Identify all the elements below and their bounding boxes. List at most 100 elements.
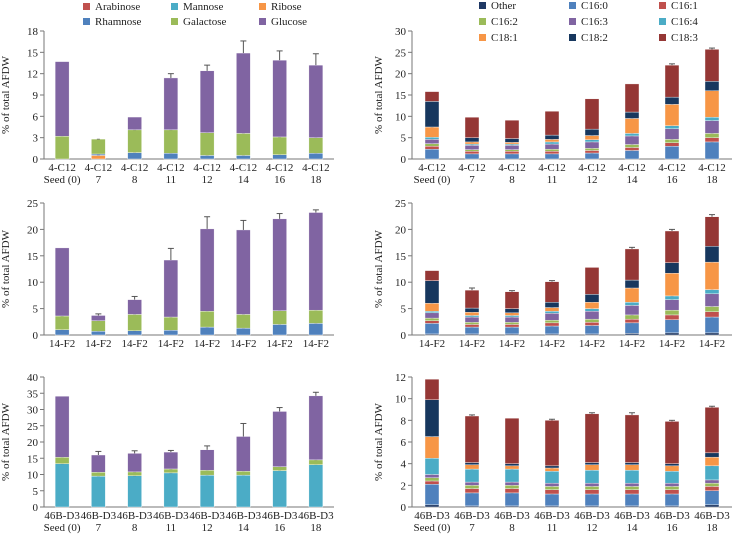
y-axis-label: % of total AFDW: [373, 229, 385, 308]
x-strain-label: 46B-D3: [117, 510, 153, 522]
x-day-label: 7: [469, 174, 475, 186]
bar-segment-c16-2: [664, 309, 680, 316]
bar-segment-c18-1: [664, 465, 680, 472]
bar-segment-c18-2: [624, 279, 640, 289]
y-tick-label: 0: [33, 154, 39, 166]
bar-segment-glucose: [54, 61, 70, 137]
y-tick-label: 10: [395, 277, 407, 289]
bar-segment-glucose: [163, 259, 179, 318]
bar-segment-c16-0: [704, 141, 720, 160]
chart-panel-left-middle: 0 5 10 15 20 25 % of total AFDW 14-F2 14-F2 14-F2…: [0, 198, 334, 350]
bar-segment-c18-2: [504, 308, 520, 314]
bar-segment-c18-3: [544, 281, 560, 303]
bar-segment-c18-2: [624, 462, 640, 465]
bar-segment-c18-1: [624, 118, 640, 134]
bar-segment-other: [704, 332, 720, 336]
bar-segment-c16-0: [704, 316, 720, 334]
bar-segment-c18-3: [624, 83, 640, 113]
legend-label: Rhamnose: [95, 16, 142, 28]
y-tick-label: 5: [33, 486, 39, 498]
bar-segment-c16-4: [544, 311, 560, 314]
bar-segment-rhamnose: [272, 154, 287, 160]
legend-label: Other: [491, 0, 516, 12]
bar-segment-c16-1: [664, 142, 680, 147]
y-axis-label: % of total AFDW: [373, 402, 385, 481]
bar-segment-c18-1: [664, 273, 680, 297]
bar-segment-c16-3: [704, 120, 720, 134]
x-strain-label: 4-C12: [498, 162, 526, 174]
y-tick-label: 20: [395, 69, 407, 81]
y-tick-label: 0: [33, 502, 39, 514]
y-tick-label: 5: [401, 133, 407, 145]
y-tick-label: 30: [27, 405, 39, 417]
x-day-label: 16: [667, 522, 679, 534]
bar-segment-c18-3: [464, 289, 480, 309]
x-day-label: 16: [667, 174, 679, 186]
x-day-label: 8: [509, 174, 515, 186]
y-tick-label: 30: [395, 26, 407, 38]
y-tick-label: 10: [395, 394, 407, 406]
bar-segment-c16-3: [464, 145, 480, 150]
bar-segment-c16-2: [544, 320, 560, 324]
y-tick-label: 5: [401, 304, 407, 316]
bar-segment-glucose: [236, 229, 251, 315]
bar-segment-c16-0: [624, 493, 640, 507]
bar-segment-c18-3: [544, 111, 560, 136]
bar-segment-c16-2: [544, 148, 560, 152]
chart-panel-right-middle: 0 5 10 15 20 25 % of total AFDW 14-F2 14-F2 14-F2…: [373, 198, 732, 350]
bar-segment-mannose: [272, 470, 287, 508]
bar-segment-c18-2: [544, 134, 560, 140]
bar-segment-c16-2: [624, 486, 640, 490]
bar-segment-rhamnose: [163, 153, 179, 160]
bar-segment-c16-3: [584, 311, 600, 320]
legend-label: Ribose: [271, 1, 302, 13]
bar-segment-c16-1: [424, 320, 440, 324]
bar-segment-c16-4: [464, 468, 480, 483]
bar-segment-c16-1: [504, 151, 520, 155]
legend-swatch: [659, 18, 666, 25]
bar-segment-c18-3: [584, 267, 600, 295]
x-day-label: 18: [707, 522, 719, 534]
x-strain-label: 4-C12: [302, 162, 330, 174]
legend-label: C16:3: [581, 16, 608, 28]
bar-segment-galactose: [308, 459, 324, 465]
bar-segment-mannose: [308, 464, 324, 508]
x-day-label: Seed (0): [414, 522, 451, 534]
x-strain-label: 46B-D3: [414, 510, 450, 522]
x-strain-label: 4-C12: [48, 162, 76, 174]
x-day-label: 11: [166, 174, 177, 186]
bar-segment-c16-3: [464, 316, 480, 323]
legend-swatch: [569, 34, 576, 41]
bar-segment-c16-0: [544, 153, 560, 160]
bar-segment-c16-2: [624, 144, 640, 148]
bar-segment-c16-3: [544, 482, 560, 487]
bar-segment-galactose: [54, 457, 70, 464]
bar-segment-c16-4: [424, 458, 440, 475]
bar-segment-c16-0: [464, 153, 480, 160]
legend-swatch: [259, 18, 266, 25]
bar-segment-c16-2: [544, 486, 560, 490]
bar-segment-glucose: [272, 59, 287, 138]
x-strain-label: 4-C12: [85, 162, 113, 174]
bar-segment-c16-3: [424, 139, 440, 144]
bar-segment-galactose: [163, 468, 179, 474]
x-day-label: Seed (0): [44, 174, 81, 186]
bar-segment-c16-2: [584, 486, 600, 490]
x-day-label: 11: [547, 522, 558, 534]
x-day-label: Seed (0): [414, 174, 451, 186]
legend-label: Glucose: [271, 16, 307, 28]
bar-segment-c16-2: [624, 314, 640, 320]
bar-segment-c18-3: [624, 248, 640, 281]
bar-segment-c16-1: [624, 318, 640, 324]
bar-segment-c16-2: [704, 306, 720, 312]
bar-segment-c16-0: [504, 326, 520, 335]
bar-segment-galactose: [199, 470, 215, 476]
bar-segment-c18-3: [664, 230, 680, 263]
x-strain-label: 46B-D3: [494, 510, 530, 522]
bar-segment-mannose: [127, 475, 142, 508]
bar-segment-mannose: [199, 474, 215, 508]
bar-segment-c18-3: [664, 64, 680, 98]
bar-segment-c18-3: [664, 421, 680, 464]
